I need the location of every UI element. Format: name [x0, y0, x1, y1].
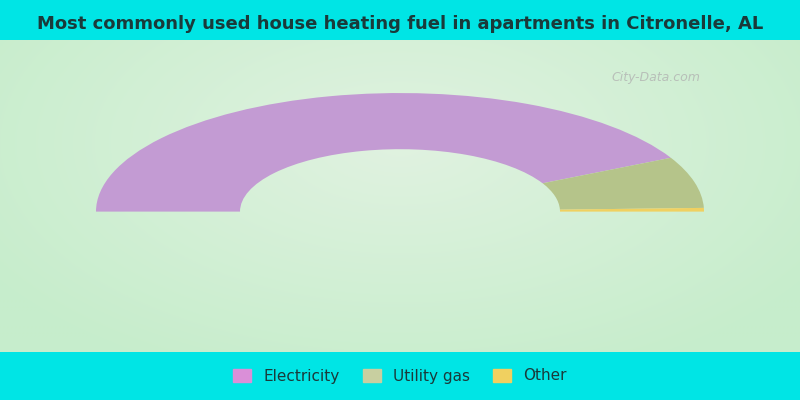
Text: City-Data.com: City-Data.com: [611, 71, 701, 84]
Wedge shape: [96, 93, 671, 212]
Wedge shape: [542, 158, 704, 210]
Text: Most commonly used house heating fuel in apartments in Citronelle, AL: Most commonly used house heating fuel in…: [37, 15, 763, 33]
Legend: Electricity, Utility gas, Other: Electricity, Utility gas, Other: [226, 361, 574, 391]
Wedge shape: [560, 208, 704, 212]
